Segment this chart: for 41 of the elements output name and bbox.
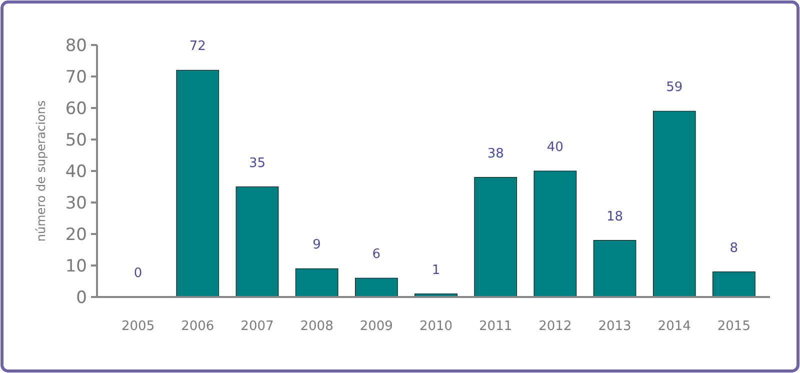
- y-tick-label: 40: [65, 162, 87, 182]
- y-tick-label: 70: [65, 67, 87, 88]
- x-tick-label: 2013: [598, 319, 632, 334]
- data-label: 9: [312, 238, 321, 253]
- x-tick-label: 2007: [240, 319, 274, 334]
- data-label: 72: [189, 39, 206, 54]
- x-tick-label: 2010: [419, 319, 453, 334]
- y-tick-label: 10: [65, 256, 87, 276]
- y-axis-title: número de superacions: [34, 100, 48, 242]
- data-label: 0: [134, 266, 142, 281]
- bar: [355, 278, 398, 298]
- data-label: 8: [730, 240, 738, 256]
- bar: [236, 186, 279, 298]
- bar: [652, 110, 696, 298]
- x-tick-label: 2009: [360, 319, 393, 334]
- y-tick-label: 60: [65, 98, 87, 119]
- y-tick-label: 50: [65, 130, 87, 150]
- bar: [295, 268, 338, 298]
- data-label: 59: [666, 80, 683, 96]
- x-tick-label: 2012: [538, 319, 572, 334]
- x-tick-label: 2011: [479, 319, 512, 334]
- x-tick-label: 2005: [122, 319, 155, 334]
- x-tick-label: 2014: [658, 319, 691, 334]
- data-label: 38: [487, 146, 504, 162]
- y-tick-label: 0: [76, 288, 87, 308]
- data-label: 18: [606, 209, 624, 224]
- x-tick-label: 2008: [300, 319, 334, 334]
- bar: [593, 240, 636, 298]
- bar: [474, 177, 517, 298]
- y-tick-label: 30: [65, 193, 87, 214]
- bar: [176, 70, 220, 298]
- y-tick-label: 20: [65, 224, 87, 245]
- data-label: 40: [546, 140, 564, 155]
- bar: [534, 170, 577, 298]
- data-label: 6: [372, 247, 381, 262]
- y-tick-label: 80: [65, 36, 87, 56]
- x-tick-label: 2015: [717, 319, 750, 334]
- data-label: 1: [432, 262, 440, 278]
- data-label: 35: [248, 156, 266, 171]
- bar: [712, 272, 756, 298]
- x-tick-label: 2006: [181, 319, 214, 334]
